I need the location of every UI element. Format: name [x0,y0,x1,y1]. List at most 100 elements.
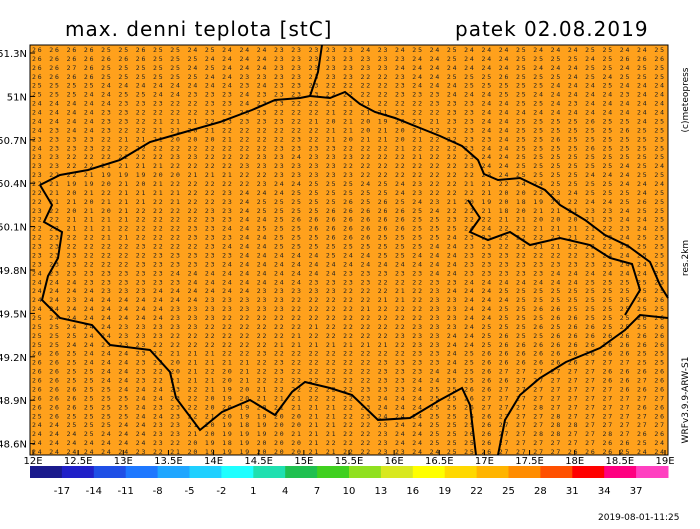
value-row: 25 25 25 25 24 24 24 24 24 24 24 24 23 2… [32,82,664,90]
colorbar-swatch [285,466,318,478]
value-row: 22 22 21 21 21 21 22 22 22 22 23 23 24 2… [32,216,664,224]
colorbar-label: -8 [153,486,163,497]
value-row: 23 23 22 22 21 21 21 21 22 22 22 22 23 2… [32,162,664,170]
value-row: 26 26 26 26 25 25 26 25 25 24 25 24 24 2… [32,46,664,54]
value-row: 24 23 23 23 23 23 23 23 24 24 24 24 24 2… [32,269,664,277]
timestamp: 2019-08-01-11:25 [598,513,680,523]
colorbar-label: 7 [314,486,320,497]
value-row: 24 24 24 24 23 23 22 21 21 21 22 23 23 2… [32,117,664,125]
value-row: 24 24 24 24 23 23 22 22 22 22 23 22 23 2… [32,109,664,117]
lon-label: 12E [23,456,42,467]
value-row: 24 24 24 24 24 24 23 22 21 20 19 19 19 2… [32,448,664,456]
colorbar-swatch [508,466,541,478]
value-row: 26 26 25 25 24 24 23 22 20 21 22 20 21 2… [32,368,664,376]
lat-axis: 51.3N 51N 50.7N 50.4N 50.1N 49.8N 49.5N 49.2N 48… [0,49,35,451]
colorbar-label: 37 [630,486,643,497]
value-grid: 26 26 26 26 25 25 26 25 25 24 25 24 24 2… [32,46,664,456]
lon-label: 15.5E [335,456,364,467]
colorbar: -17 -14 -11 -8 -5 -2 1 4 7 10 13 16 19 22 25 28 31 34 37 [30,466,669,497]
lon-label: 12.5E [64,456,93,467]
date: patek 02.08.2019 [455,17,649,41]
lat-label: 50.1N [0,223,27,234]
lon-label: 18E [565,456,584,467]
resolution: res.2km [681,240,691,276]
value-row: 26 26 26 26 25 25 25 25 25 25 24 24 23 2… [32,73,664,81]
colorbar-swatch [61,466,95,478]
value-row: 26 26 26 25 25 24 24 24 23 22 21 19 20 2… [32,385,664,393]
lon-label: 18.5E [606,456,635,467]
lon-label: 14.5E [244,456,273,467]
border-south [39,184,477,456]
colorbar-label: 4 [282,486,288,497]
value-row: 25 25 24 24 23 23 23 22 22 22 22 22 22 2… [32,341,664,349]
value-row: 22 21 21 20 21 21 21 22 21 22 22 23 24 2… [32,198,664,206]
colorbar-label: 34 [598,486,611,497]
lat-label: 49.5N [0,309,27,320]
value-row: 24 24 24 24 24 24 24 24 23 23 23 23 23 2… [32,305,664,313]
model: WRFv3.9.9-ARW-S1 [681,357,691,444]
value-row: 23 23 22 22 22 22 23 22 22 22 23 24 24 2… [32,243,664,251]
value-row: 26 26 26 25 25 25 24 23 23 22 20 20 19 2… [32,403,664,411]
colorbar-label: -14 [86,486,102,497]
value-row: 24 24 24 25 24 24 24 23 23 21 20 19 19 1… [32,430,664,438]
lat-label: 50.7N [0,136,27,147]
value-row: 24 24 24 24 24 23 23 23 22 22 23 23 24 2… [32,100,664,108]
value-row: 22 23 22 22 21 21 22 22 22 23 23 23 24 2… [32,234,664,242]
value-row: 24 24 23 24 24 24 24 24 24 24 23 23 23 2… [32,296,664,304]
colorbar-swatch [125,466,159,478]
colorbar-label: 25 [502,486,515,497]
lat-label: 48.6N [0,440,27,451]
lon-label: 17E [475,456,494,467]
colorbar-swatch [380,466,414,478]
lat-label: 48.9N [0,396,27,407]
lon-label: 16.5E [425,456,454,467]
value-row: 23 23 23 22 22 22 22 23 23 23 23 23 24 2… [32,251,664,259]
colorbar-label: -5 [185,486,195,497]
value-row: 22 21 19 19 20 21 20 21 22 22 22 22 22 2… [32,180,664,188]
colorbar-swatch [476,466,509,478]
borders [39,44,669,456]
colorbar-swatch [253,466,286,478]
colorbar-label: 1 [250,486,256,497]
colorbar-swatch [540,466,573,478]
border-northwest [39,95,311,186]
colorbar-swatch [93,466,127,478]
lon-label: 19E [655,456,674,467]
value-row: 23 22 20 21 20 21 22 22 22 22 23 23 24 2… [32,207,664,215]
value-row: 22 22 21 21 21 22 22 22 22 23 23 24 24 2… [32,225,664,233]
colorbar-label: 19 [438,486,451,497]
value-row: 25 25 25 24 24 23 23 23 22 22 22 22 22 2… [32,332,664,340]
value-row: 23 23 22 22 22 22 22 22 23 23 22 22 22 2… [32,153,664,161]
value-row: 26 26 25 25 24 24 23 22 21 21 21 20 21 2… [32,377,664,385]
lon-label: 14E [204,456,223,467]
value-row: 24 23 24 24 23 22 22 21 21 20 21 22 22 2… [32,126,664,134]
colorbar-label: 28 [534,486,547,497]
lon-label: 17.5E [515,456,544,467]
colorbar-swatch [30,466,63,478]
colorbar-label: -17 [54,486,70,497]
lon-label: 13E [114,456,133,467]
lon-label: 16E [385,456,404,467]
value-row: 26 26 26 25 25 25 24 24 23 22 20 19 20 2… [32,394,664,402]
value-row: 23 22 22 21 19 19 19 20 20 21 21 21 22 2… [32,171,664,179]
value-row: 26 26 25 24 24 24 23 22 20 21 21 21 21 2… [32,359,664,367]
map-area [29,44,669,456]
value-row: 24 24 24 24 24 24 24 23 22 20 19 18 19 2… [32,439,664,447]
value-row: 22 21 20 21 22 21 21 21 21 22 22 23 24 2… [32,189,664,197]
colorbar-label: 10 [343,486,356,497]
colorbar-swatch [221,466,254,478]
colorbar-swatch [636,466,669,478]
value-row: 25 26 25 25 25 25 24 24 23 22 21 20 19 1… [32,412,664,420]
value-row: 26 26 25 24 24 24 23 22 21 21 21 22 22 2… [32,350,664,358]
colorbar-swatch [317,466,350,478]
border-southeast [497,313,669,456]
border-inner [467,199,642,316]
value-row: 24 23 23 23 22 22 22 22 22 22 22 22 22 2… [32,144,664,152]
colorbar-swatch [572,466,605,478]
colorbar-label: -2 [216,486,226,497]
title: max. denni teplota [stC] [65,17,332,41]
lat-label: 51N [7,92,27,103]
colorbar-label: 13 [375,486,388,497]
copyright: (c)meteopress [681,67,691,132]
